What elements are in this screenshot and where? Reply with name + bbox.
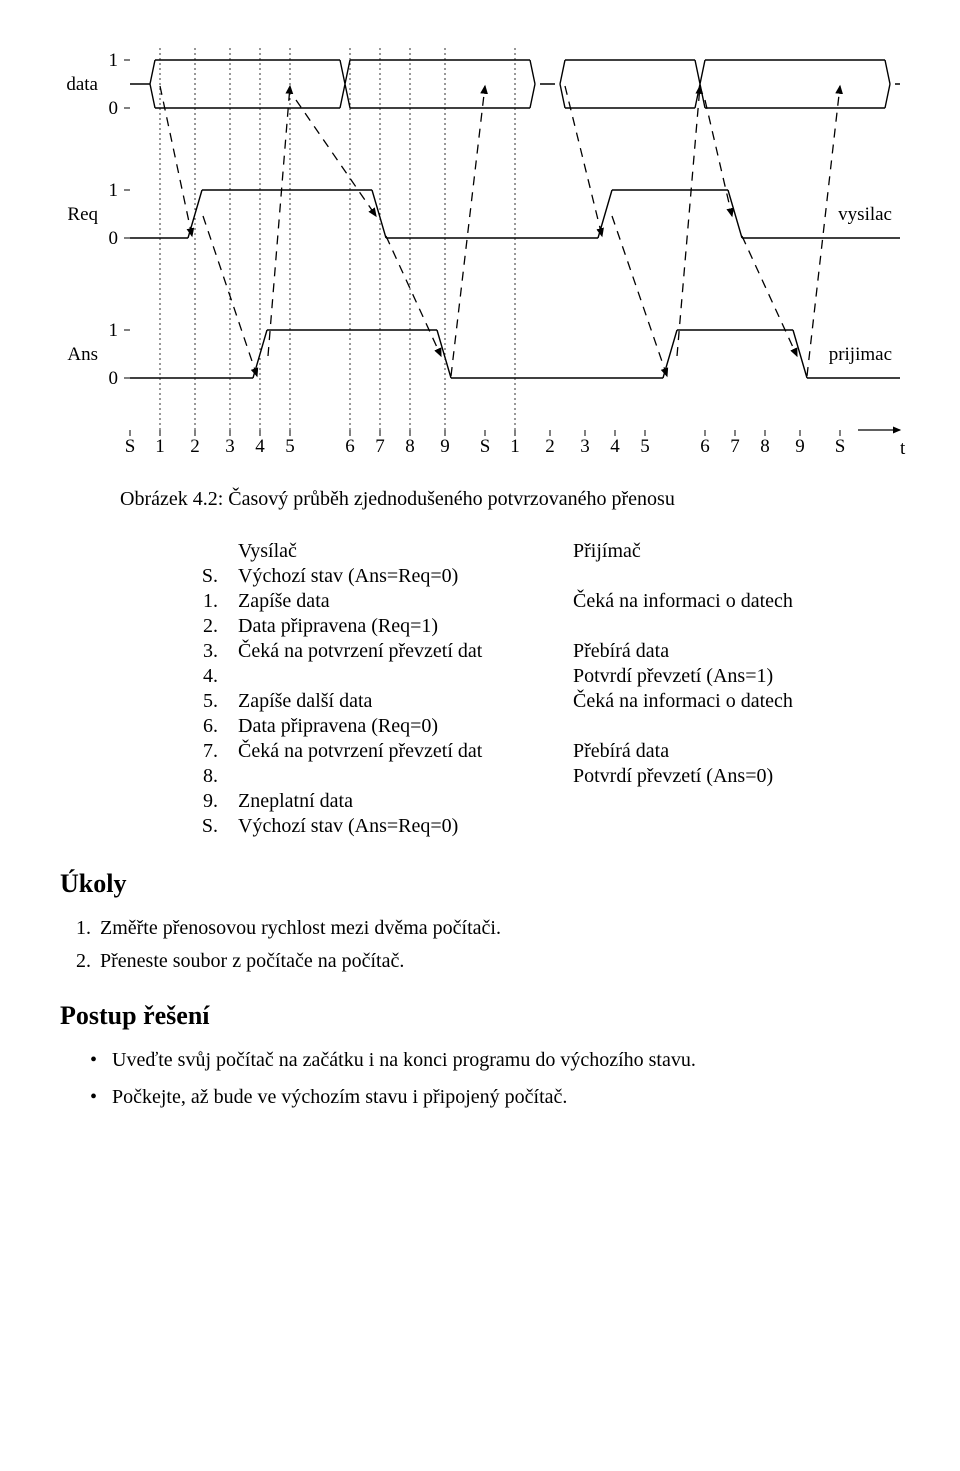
svg-text:8: 8 xyxy=(405,436,415,457)
table-row: 1.Zapíše dataČeká na informaci o datech xyxy=(180,589,883,614)
row-sender: Data připravena (Req=0) xyxy=(228,714,563,739)
figure-caption: Obrázek 4.2: Časový průběh zjednodušenéh… xyxy=(120,488,900,511)
svg-text:0: 0 xyxy=(109,368,119,389)
table-row: 3.Čeká na potvrzení převzetí datPřebírá … xyxy=(180,639,883,664)
table-row: 6.Data připravena (Req=0) xyxy=(180,714,883,739)
svg-text:5: 5 xyxy=(640,436,650,457)
table-row: 9.Zneplatní data xyxy=(180,789,883,814)
svg-text:7: 7 xyxy=(730,436,740,457)
table-header-blank xyxy=(180,539,228,564)
row-receiver: Čeká na informaci o datech xyxy=(563,689,883,714)
table-row: 4. Potvrdí převzetí (Ans=1) xyxy=(180,664,883,689)
tasks-list: Změřte přenosovou rychlost mezi dvěma po… xyxy=(96,917,900,973)
svg-text:9: 9 xyxy=(795,436,805,457)
svg-text:t: t xyxy=(900,438,906,459)
row-num: 1. xyxy=(180,589,228,614)
row-receiver: Přebírá data xyxy=(563,639,883,664)
row-sender xyxy=(228,664,563,689)
procedure-list: Uveďte svůj počítač na začátku i na konc… xyxy=(90,1049,900,1109)
row-num: S. xyxy=(180,814,228,839)
row-receiver xyxy=(563,564,883,589)
row-sender xyxy=(228,764,563,789)
row-receiver: Potvrdí převzetí (Ans=0) xyxy=(563,764,883,789)
svg-text:Req: Req xyxy=(67,204,98,225)
svg-text:0: 0 xyxy=(109,228,119,249)
row-receiver: Přebírá data xyxy=(563,739,883,764)
svg-text:1: 1 xyxy=(109,50,119,71)
table-row: 2.Data připravena (Req=1) xyxy=(180,614,883,639)
procedure-item: Počkejte, až bude ve výchozím stavu i př… xyxy=(90,1086,900,1109)
row-sender: Čeká na potvrzení převzetí dat xyxy=(228,739,563,764)
row-receiver xyxy=(563,814,883,839)
table-row: 8. Potvrdí převzetí (Ans=0) xyxy=(180,764,883,789)
row-sender: Data připravena (Req=1) xyxy=(228,614,563,639)
svg-text:8: 8 xyxy=(760,436,770,457)
row-receiver: Potvrdí převzetí (Ans=1) xyxy=(563,664,883,689)
svg-text:7: 7 xyxy=(375,436,385,457)
svg-text:1: 1 xyxy=(155,436,165,457)
svg-text:Ans: Ans xyxy=(67,344,98,365)
row-num: 2. xyxy=(180,614,228,639)
row-sender: Zapíše další data xyxy=(228,689,563,714)
row-receiver: Čeká na informaci o datech xyxy=(563,589,883,614)
table-header-sender: Vysílač xyxy=(228,539,563,564)
svg-text:data: data xyxy=(66,74,98,95)
row-num: 7. xyxy=(180,739,228,764)
svg-text:S: S xyxy=(480,436,491,457)
row-receiver xyxy=(563,714,883,739)
svg-text:5: 5 xyxy=(285,436,295,457)
procedure-heading: Postup řešení xyxy=(60,1001,900,1031)
row-num: 8. xyxy=(180,764,228,789)
row-num: 4. xyxy=(180,664,228,689)
table-row: S.Výchozí stav (Ans=Req=0) xyxy=(180,814,883,839)
procedure-item: Uveďte svůj počítač na začátku i na konc… xyxy=(90,1049,900,1072)
row-num: 9. xyxy=(180,789,228,814)
row-sender: Zapíše data xyxy=(228,589,563,614)
svg-text:1: 1 xyxy=(109,180,119,201)
row-num: 5. xyxy=(180,689,228,714)
svg-text:S: S xyxy=(125,436,136,457)
row-receiver xyxy=(563,789,883,814)
svg-text:2: 2 xyxy=(545,436,555,457)
svg-text:0: 0 xyxy=(109,98,119,119)
svg-text:S: S xyxy=(835,436,846,457)
tasks-heading: Úkoly xyxy=(60,869,900,899)
svg-text:prijimac: prijimac xyxy=(829,344,892,365)
row-sender: Čeká na potvrzení převzetí dat xyxy=(228,639,563,664)
svg-text:1: 1 xyxy=(510,436,520,457)
svg-text:9: 9 xyxy=(440,436,450,457)
row-num: S. xyxy=(180,564,228,589)
row-num: 6. xyxy=(180,714,228,739)
task-item: Přeneste soubor z počítače na počítač. xyxy=(96,950,900,973)
table-row: S.Výchozí stav (Ans=Req=0) xyxy=(180,564,883,589)
svg-text:1: 1 xyxy=(109,320,119,341)
svg-text:2: 2 xyxy=(190,436,200,457)
protocol-table: VysílačPřijímačS.Výchozí stav (Ans=Req=0… xyxy=(180,539,883,839)
table-row: 7.Čeká na potvrzení převzetí datPřebírá … xyxy=(180,739,883,764)
row-num: 3. xyxy=(180,639,228,664)
row-sender: Výchozí stav (Ans=Req=0) xyxy=(228,564,563,589)
timing-diagram: 10data10Reqvysilac10AnsprijimacS12345678… xyxy=(60,40,940,470)
row-sender: Výchozí stav (Ans=Req=0) xyxy=(228,814,563,839)
svg-text:vysilac: vysilac xyxy=(838,204,892,225)
svg-text:4: 4 xyxy=(610,436,620,457)
task-item: Změřte přenosovou rychlost mezi dvěma po… xyxy=(96,917,900,940)
svg-text:6: 6 xyxy=(700,436,710,457)
svg-text:6: 6 xyxy=(345,436,355,457)
row-receiver xyxy=(563,614,883,639)
svg-text:4: 4 xyxy=(255,436,265,457)
table-header-receiver: Přijímač xyxy=(563,539,883,564)
svg-text:3: 3 xyxy=(580,436,590,457)
row-sender: Zneplatní data xyxy=(228,789,563,814)
svg-text:3: 3 xyxy=(225,436,235,457)
table-row: 5.Zapíše další dataČeká na informaci o d… xyxy=(180,689,883,714)
